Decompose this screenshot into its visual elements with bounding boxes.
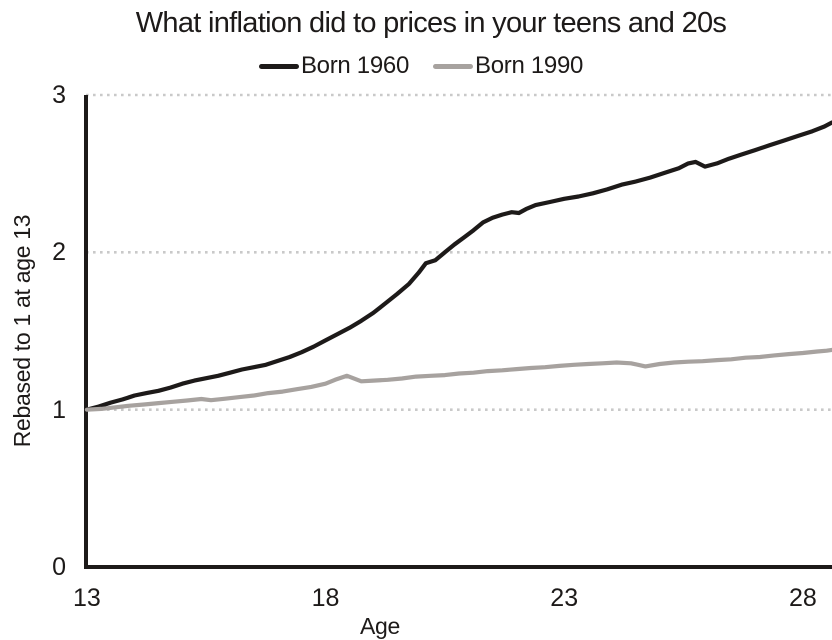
chart-legend: Born 1960 Born 1990 [10,52,832,80]
x-tick-label-18: 18 [311,584,340,612]
y-tick-label-2: 2 [52,238,66,267]
legend-line-swatch-born-1960 [258,63,299,69]
y-tick-label-0: 0 [52,553,66,581]
x-tick-label-28: 28 [788,584,817,612]
series-line-born-1990 [84,347,832,412]
y-tick-label-1: 1 [52,395,66,424]
series-line-born-1960 [84,120,832,412]
legend-label-born-1960: Born 1960 [300,52,409,79]
chart-title: What inflation did to prices in your tee… [135,7,727,39]
legend-item-born-1990: Born 1990 [433,52,583,80]
x-tick-label-13: 13 [72,584,101,612]
x-tick-label-23: 23 [550,584,579,612]
y-tick-label-3: 3 [52,81,66,109]
x-axis-title: Age [359,613,401,639]
legend-label-born-1990: Born 1990 [475,52,584,79]
legend-line-swatch-born-1990 [433,63,473,69]
legend-item-born-1960: Born 1960 [258,52,409,80]
